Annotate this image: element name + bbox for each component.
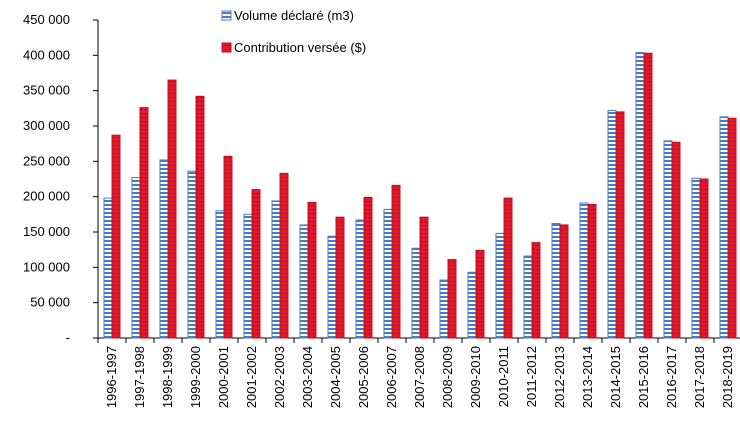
bar-volume [551,223,561,339]
bar-contribution [475,249,485,339]
bar-volume [299,224,309,339]
x-tick-label: 2017-2018 [692,346,707,408]
bar-contribution [559,224,569,339]
bar-volume [159,159,169,339]
bar-volume [663,140,673,339]
bar-contribution [615,111,625,339]
bar-contribution [447,259,457,339]
bar-volume [411,247,421,339]
y-axis: - 50 000 100 000 150 000 200 000 250 000 300 0… [23,12,99,345]
x-tick-label: 2016-2017 [664,346,679,408]
y-tick-label: 200 000 [23,189,70,204]
bar-contribution [419,216,429,339]
legend-swatch [221,42,232,53]
x-tick-label: 2013-2014 [580,346,595,408]
bar-volume [355,219,365,339]
x-tick-label: 2011-2012 [524,346,539,407]
bar-volume [131,177,141,339]
legend-label: Volume déclaré (m3) [234,8,354,23]
bar-volume [607,109,617,339]
x-tick-label: 2001-2002 [244,346,259,408]
bar-volume [467,271,477,339]
legend: Volume déclaré (m3) Contribution versée (… [221,8,366,55]
x-tick-label: 2018-2019 [720,346,735,408]
y-tick-label: 300 000 [23,118,70,133]
bar-contribution [671,141,681,339]
bar-contribution [111,134,121,339]
x-tick-label: 2014-2015 [608,346,623,408]
bar-volume [439,279,449,339]
bar-volume [719,116,729,339]
y-tick-label: 400 000 [23,47,70,62]
bar-contribution [279,172,289,339]
x-tick-label: 1999-2000 [188,346,203,408]
bar-volume [271,200,281,339]
y-tick-label: 150 000 [23,224,70,239]
bar-contribution [503,197,513,339]
bar-volume [579,202,589,339]
bar-contribution [727,117,737,339]
bar-contribution [251,189,261,339]
bar-contribution [335,216,345,339]
x-tick-label: 1997-1998 [132,346,147,408]
bar-contribution [223,155,233,339]
bar-volume [495,232,505,339]
x-tick-label: 2008-2009 [440,346,455,408]
bar-contribution [139,107,149,339]
bars [103,52,737,339]
bar-volume [635,52,645,339]
bar-contribution [307,201,317,339]
bar-volume [383,208,393,339]
x-tick-label: 2000-2001 [216,346,231,408]
legend-swatch [221,10,232,21]
x-tick-label: 2012-2013 [552,346,567,408]
x-tick-label: 2005-2006 [356,346,371,408]
x-tick-label: 2007-2008 [412,346,427,408]
x-tick-label: 2006-2007 [384,346,399,408]
y-tick-label: 350 000 [23,83,70,98]
x-axis: 1996-1997 1997-1998 1998-1999 1999-2000 2000… [97,337,740,408]
bar-contribution [587,203,597,339]
x-tick-label: 2009-2010 [468,346,483,408]
bar-volume [215,210,225,339]
bar-volume [327,235,337,339]
x-tick-label: 2003-2004 [300,346,315,408]
y-tick-label: 450 000 [23,12,70,27]
y-tick-label: 50 000 [30,295,70,310]
bar-contribution [167,79,177,339]
bar-contribution [195,95,205,339]
bar-volume [523,255,533,339]
bar-contribution [363,196,373,339]
x-tick-label: 1998-1999 [160,346,175,408]
x-tick-label: 2010-2011 [496,346,511,407]
x-tick-label: 2002-2003 [272,346,287,408]
bar-volume [187,170,197,339]
bar-volume [691,177,701,339]
bar-contribution [699,178,709,339]
bar-contribution [391,184,401,339]
x-tick-label: 2004-2005 [328,346,343,408]
bar-volume [243,213,253,339]
bar-volume [103,197,113,339]
y-tick-label: - [66,330,70,345]
bar-contribution [531,242,541,339]
x-tick-label: 2015-2016 [636,346,651,408]
x-tick-label: 1996-1997 [104,346,119,408]
y-tick-label: 250 000 [23,153,70,168]
y-tick-label: 100 000 [23,259,70,274]
bar-contribution [643,52,653,339]
legend-label: Contribution versée ($) [234,40,366,55]
